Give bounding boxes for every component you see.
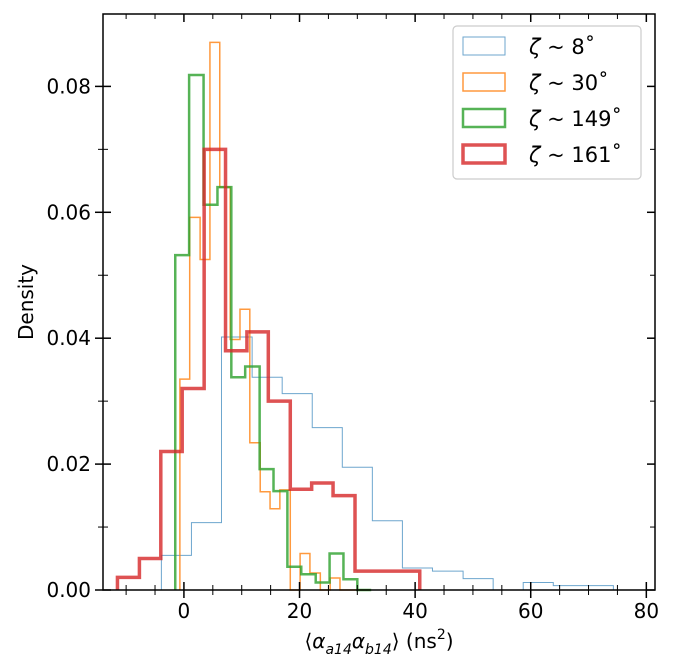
y-tick-label: 0.06 <box>46 200 91 224</box>
legend-label: ζ ~ 161˚ <box>528 143 622 167</box>
x-tick-label: 80 <box>634 599 659 623</box>
legend-swatch <box>462 72 506 92</box>
legend-label: ζ ~ 8˚ <box>528 35 595 59</box>
x-axis-label: ⟨αa14αb14⟩ (ns2) <box>304 627 453 658</box>
y-tick-label: 0.08 <box>46 74 91 98</box>
legend-swatch <box>461 107 507 129</box>
y-axis: 0.00 0.02 0.04 0.06 0.08 <box>46 74 655 602</box>
legend: ζ ~ 8˚ ζ ~ 30˚ ζ ~ 149˚ ζ ~ 161˚ <box>452 25 642 180</box>
histogram-series-1 <box>160 336 614 591</box>
legend-swatch <box>462 36 506 56</box>
legend-label: ζ ~ 149˚ <box>528 107 622 131</box>
legend-box <box>452 25 642 180</box>
plot-series <box>115 41 614 592</box>
x-tick-label: 60 <box>518 599 543 623</box>
x-tick-label: 0 <box>178 599 191 623</box>
histogram-series-4 <box>115 147 422 590</box>
x-axis: 0 20 40 60 80 <box>125 14 659 623</box>
x-tick-label: 20 <box>287 599 312 623</box>
legend-swatch <box>461 143 507 165</box>
plot-frame <box>102 13 656 591</box>
y-tick-label: 0.02 <box>46 452 91 476</box>
y-tick-label: 0.04 <box>46 326 91 350</box>
y-axis-label: Density <box>14 264 38 340</box>
legend-label: ζ ~ 30˚ <box>528 71 609 95</box>
x-tick-label: 40 <box>402 599 427 623</box>
y-tick-label: 0.00 <box>46 578 91 602</box>
